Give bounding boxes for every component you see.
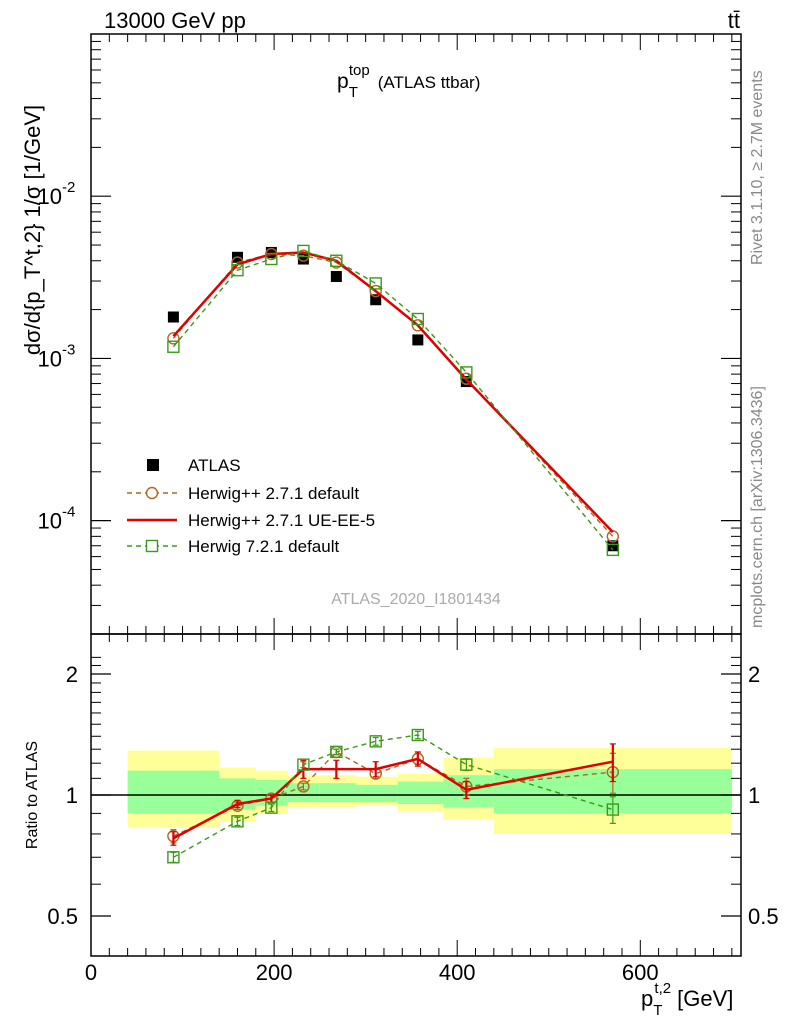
main-point-herwigpp-default (460, 372, 473, 385)
main-point-herwig7-default (330, 254, 343, 267)
main-panel: 10-410-310-2 pTtop(ATLAS ttbar) ATLAS_20… (38, 33, 742, 635)
main-point-herwig7-default (297, 244, 310, 258)
svg-text:dσ/d{p_T^t,2} 1/σ [1/GeV]: dσ/d{p_T^t,2} 1/σ [1/GeV] (20, 105, 45, 355)
main-title: pTtop(ATLAS ttbar) (337, 62, 480, 101)
main-point-herwig7-default (606, 543, 620, 557)
ratio-point-herwig7-default (369, 735, 382, 748)
ratio-point-herwig7-default (330, 745, 343, 759)
main-ticks: 10-410-310-2 (38, 34, 741, 635)
ratio-y-tick-label: 0.5 (47, 904, 78, 929)
ratio-point-herwig7-default (167, 851, 180, 864)
legend-entry-label: Herwig++ 2.7.1 default (188, 484, 359, 503)
ratio-y-tick-label-right: 1 (748, 783, 760, 808)
main-point-atlas (297, 253, 309, 265)
ratio-point-herwig7-default (231, 815, 244, 828)
x-tick-label: 0 (85, 960, 97, 985)
legend: ATLAS Herwig++ 2.7.1 default Herwig++ 2.7.… (127, 456, 375, 556)
ratio-point-herwig7-default (460, 758, 473, 771)
svg-text:mcplots.cern.ch [arXiv:1306.34: mcplots.cern.ch [arXiv:1306.3436] (749, 386, 766, 628)
ratio-panel: 0.5 0.5 1 1 2 2 0 200 400 600 (47, 633, 779, 985)
ratio-series (167, 728, 620, 864)
legend-entry-label: Herwig++ 2.7.1 UE-EE-5 (188, 511, 375, 530)
ratio-point-herwig7-default (606, 803, 620, 816)
main-point-atlas (330, 270, 342, 282)
ratio-y-tick-label: 1 (66, 783, 78, 808)
x-axis-label: pTt,2 [GeV] (641, 980, 733, 1019)
ratio-band-inner (397, 781, 444, 804)
main-point-atlas (607, 540, 619, 552)
ratio-ylabel: Ratio to ATLAS (24, 741, 41, 849)
main-y-tick-exponent: -3 (62, 341, 75, 358)
legend-marker-atlas (147, 459, 159, 471)
legend-entry-label: ATLAS (188, 456, 241, 475)
mcplots-label: mcplots.cern.ch [arXiv:1306.3436] (749, 386, 766, 628)
x-tick-label: 400 (439, 960, 476, 985)
legend-entry-label: Herwig 7.2.1 default (188, 537, 339, 556)
main-point-herwig7-default (231, 263, 244, 277)
ratio-band-inner (356, 784, 398, 803)
ratio-ticks: 0.5 0.5 1 1 2 2 0 200 400 600 (47, 634, 779, 985)
ratio-frame (90, 633, 742, 957)
legend-marker-square (145, 539, 159, 553)
main-point-herwigpp-default (369, 284, 382, 298)
main-point-herwig7-default (460, 366, 473, 379)
ratio-point-herwig7-default (297, 758, 310, 771)
analysis-label: ATLAS_2020_I1801434 (331, 591, 501, 608)
main-point-atlas (412, 334, 424, 346)
ratio-point-herwig7-default (411, 728, 425, 742)
main-point-atlas (460, 376, 472, 388)
ratio-y-tick-label-right: 0.5 (748, 904, 779, 929)
main-point-herwig7-default (369, 277, 382, 290)
rivet-label: Rivet 3.1.10, ≥ 2.7M events (749, 70, 766, 265)
ratio-point-herwig7-default (265, 801, 278, 814)
main-point-herwig7-default (265, 252, 278, 266)
ratio-y-tick-label-right: 2 (748, 662, 760, 687)
main-point-atlas (370, 294, 382, 306)
ratio-band-inner (127, 770, 220, 814)
x-tick-label: 200 (256, 960, 293, 985)
main-point-atlas (167, 311, 179, 323)
main-y-tick-exponent: -2 (62, 179, 75, 196)
legend-marker-circle (145, 486, 159, 500)
main-point-herwigpp-default (167, 332, 180, 345)
main-y-tick-label: 10 (38, 346, 62, 371)
main-point-herwig7-default (411, 312, 425, 326)
main-series-line (172, 250, 614, 551)
main-point-herwig7-default (167, 340, 180, 353)
main-point-atlas (265, 246, 277, 258)
main-y-tick-label: 10 (38, 184, 62, 209)
energy-label: 13000 GeV pp (104, 8, 246, 33)
main-series (167, 244, 620, 557)
main-y-tick-label: 10 (38, 509, 62, 534)
process-label: tt̄ (728, 8, 740, 33)
ratio-bands (127, 747, 732, 834)
ratio-point-herwigpp-default (297, 780, 310, 793)
main-y-tick-exponent: -4 (62, 504, 75, 521)
svg-text:Rivet 3.1.10, ≥ 2.7M events: Rivet 3.1.10, ≥ 2.7M events (749, 70, 766, 265)
svg-text:Ratio to ATLAS: Ratio to ATLAS (24, 741, 41, 849)
main-ylabel: dσ/d{p_T^t,2} 1/σ [1/GeV] (20, 105, 45, 355)
main-point-herwigpp-default (606, 530, 620, 543)
main-point-herwigpp-default (411, 319, 425, 332)
main-series-line (172, 251, 614, 533)
ratio-band-inner (319, 783, 357, 803)
x-tick-label: 600 (622, 960, 659, 985)
ratio-y-tick-label: 2 (66, 662, 78, 687)
